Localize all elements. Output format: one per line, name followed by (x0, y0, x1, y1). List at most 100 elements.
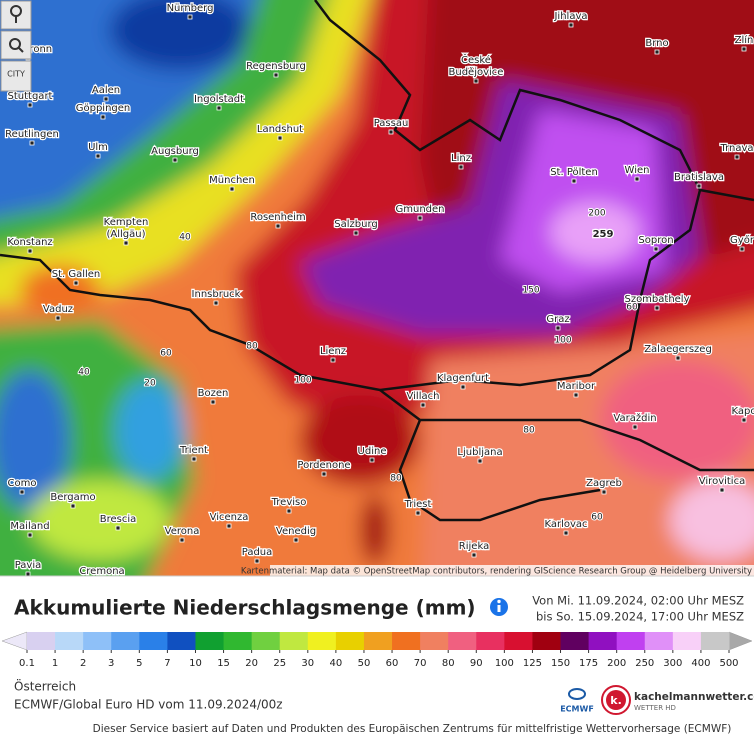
city-label: Zalaegerszeg (644, 344, 712, 355)
city-marker (19, 489, 25, 495)
city-label: Kempten (104, 217, 149, 228)
legend-swatch (700, 632, 730, 650)
region: Österreich (14, 678, 76, 694)
brand-inner (606, 690, 626, 710)
legend-swatch (55, 632, 84, 650)
city-marker (29, 140, 35, 146)
city-marker (95, 153, 101, 159)
city-button[interactable] (0, 60, 32, 92)
city-label: Virovitica (699, 476, 745, 487)
city-marker (100, 578, 104, 582)
city-label: Jihlava (553, 11, 587, 22)
legend-swatch (448, 632, 477, 650)
map-labels: NürnbergHeilbronnAalenRegensburgStuttgar… (3, 2, 754, 582)
legend-swatch (476, 632, 505, 650)
city-label: Padua (242, 547, 273, 558)
legend-label: 20 (245, 658, 258, 669)
legend-label: 500 (719, 658, 738, 669)
city-label: Salzburg (334, 219, 377, 230)
city-marker (388, 129, 394, 135)
legend-swatch (167, 632, 196, 650)
contour-label: 80 (390, 474, 402, 484)
city-marker (353, 230, 359, 236)
legend-label: 250 (635, 658, 654, 669)
city-label: Reutlingen (5, 129, 59, 140)
legend-label: 150 (551, 658, 570, 669)
legend-label: 300 (663, 658, 682, 669)
city-label: (Allgäu) (106, 229, 145, 240)
contour-label: 200 (588, 209, 605, 219)
city-label: Stuttgart (8, 91, 53, 102)
city-marker (172, 157, 178, 163)
city-label: Vicenza (210, 512, 249, 523)
city-label: Landshut (257, 124, 303, 135)
legend-over (728, 631, 753, 651)
city-label: Zlín (735, 34, 754, 46)
city-marker (191, 456, 197, 462)
city-label: Budějovice (449, 66, 504, 78)
city-marker (741, 417, 747, 423)
city-label: St. Pölten (550, 167, 598, 178)
city-label: Győr (730, 234, 754, 246)
city-label: Bergamo (50, 492, 95, 503)
legend-swatch (27, 632, 56, 650)
legend-swatch (307, 632, 337, 650)
city-label: Maribor (557, 381, 596, 392)
legend-label: 90 (470, 658, 483, 669)
city-marker (460, 384, 466, 390)
legend-label: 80 (442, 658, 455, 669)
zoom-icon (9, 38, 21, 50)
city-label: Göppingen (76, 103, 131, 114)
legend-swatch (111, 632, 140, 650)
city-marker (277, 135, 283, 141)
legend-swatch (420, 632, 449, 650)
city-label: Wien (625, 165, 650, 176)
attribution-bg (270, 565, 754, 576)
city-marker (458, 164, 464, 170)
legend-label: 400 (691, 658, 710, 669)
city-label: Konstanz (7, 237, 52, 248)
city-label: Villach (407, 391, 440, 402)
brand-name: kachelmannwetter.com (634, 691, 754, 703)
city-label: Innsbruck (192, 289, 241, 300)
city-label: Gmunden (395, 204, 444, 215)
legend-swatch (83, 632, 112, 650)
legend-swatch (223, 632, 253, 650)
city-label: Zagreb (586, 478, 622, 489)
city-label: Lienz (320, 346, 346, 357)
city-label: Ingolstadt (194, 94, 244, 105)
city-label: Aalen (92, 85, 120, 96)
border-croatia (398, 419, 601, 522)
info-icon-bar (497, 605, 501, 612)
legend-swatch (616, 632, 646, 650)
city-marker (568, 22, 574, 28)
legend-label: 1 (52, 658, 58, 669)
contour-label: 40 (78, 368, 90, 378)
city-label: Verona (165, 526, 200, 537)
legend-label: 200 (607, 658, 626, 669)
legend-label: 125 (523, 658, 542, 669)
city-marker (123, 240, 129, 246)
city-label: Trient (179, 445, 208, 456)
legend-label: 25 (273, 658, 286, 669)
legend-label: 70 (414, 658, 427, 669)
city-marker (187, 14, 193, 20)
city-label: Graz (546, 314, 569, 325)
legend-swatch (251, 632, 281, 650)
city-marker (369, 457, 375, 463)
info-icon-dot (497, 599, 501, 604)
city-label: Ulm (88, 142, 108, 153)
city-marker (229, 186, 235, 192)
contour-label: 100 (294, 376, 311, 386)
contour-label: 100 (554, 336, 571, 346)
legend-swatch (279, 632, 309, 650)
city-marker (321, 471, 327, 477)
legend-label: 100 (495, 658, 514, 669)
zoom-button[interactable] (0, 30, 32, 60)
contour-label: 60 (591, 513, 603, 523)
city-label: Brno (645, 38, 668, 49)
city-marker (103, 96, 109, 102)
ecmwf-emblem (568, 688, 586, 700)
city-label: Mailand (10, 521, 49, 532)
legend-label: 5 (136, 658, 142, 669)
